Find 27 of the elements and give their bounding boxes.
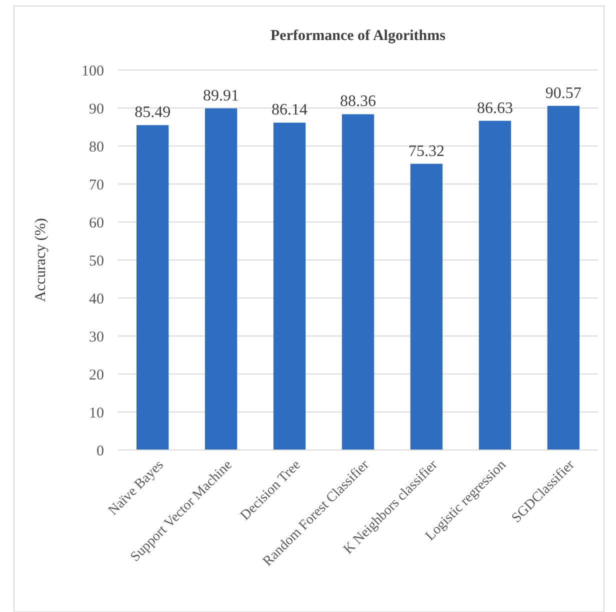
bar	[273, 122, 306, 450]
bar	[478, 120, 512, 450]
data-label: 90.57	[545, 84, 582, 102]
y-tick-label: 100	[82, 63, 104, 80]
data-label: 89.91	[203, 87, 240, 104]
y-tick-label: 50	[89, 253, 104, 270]
data-label: 75.32	[408, 142, 444, 160]
bar	[136, 125, 169, 450]
y-tick-label: 90	[89, 101, 104, 118]
y-tick-label: 80	[89, 139, 104, 156]
y-tick-label: 40	[89, 291, 104, 308]
bar	[204, 108, 238, 450]
bar	[547, 106, 580, 450]
bar	[410, 164, 443, 450]
chart-title: Performance of Algorithms	[270, 28, 446, 44]
y-tick-label: 70	[89, 177, 104, 194]
y-tick-label: 20	[89, 367, 104, 384]
y-tick-label: 30	[89, 329, 104, 346]
y-tick-label: 10	[89, 405, 104, 422]
data-label: 86.63	[476, 100, 513, 117]
data-label: 86.14	[272, 102, 308, 119]
y-tick-label: 60	[89, 215, 104, 232]
y-axis-title: Accuracy (%)	[33, 218, 49, 302]
bar	[342, 114, 374, 450]
data-label: 85.49	[134, 104, 171, 122]
data-label: 88.36	[340, 93, 376, 110]
y-tick-label: 0	[96, 443, 104, 460]
